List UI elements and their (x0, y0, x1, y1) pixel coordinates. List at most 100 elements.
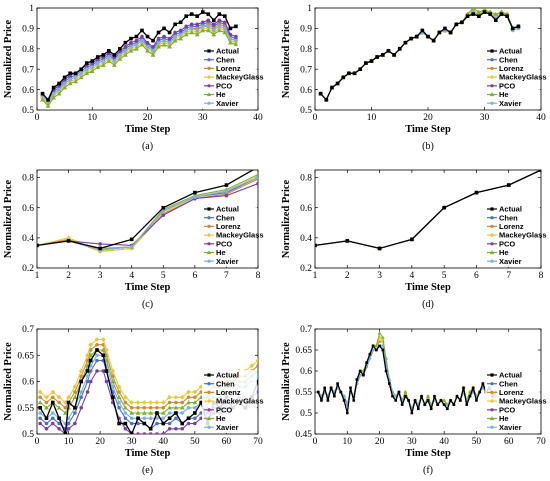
data-point (129, 40, 133, 45)
data-point (44, 421, 49, 426)
data-point (173, 30, 177, 35)
data-point (189, 26, 194, 31)
y-tick-label: 0.6 (22, 378, 34, 388)
x-tick-label: 0 (313, 437, 318, 447)
data-point (63, 410, 68, 415)
legend-marker (207, 49, 211, 53)
data-point (193, 195, 197, 199)
data-point (256, 363, 258, 368)
data-point (465, 14, 470, 18)
y-axis-label: Normalized Price (281, 342, 292, 421)
data-point (79, 67, 83, 71)
data-point (66, 426, 71, 431)
data-point (167, 426, 172, 431)
data-point (167, 44, 172, 49)
data-point (329, 386, 333, 390)
data-point (465, 403, 469, 406)
data-point (161, 421, 166, 426)
data-point (140, 28, 144, 33)
x-axis-label: Time Step (405, 282, 451, 293)
data-point (186, 400, 191, 405)
data-point (173, 22, 177, 27)
data-point (333, 394, 336, 398)
legend-entry: He (216, 90, 226, 99)
data-point (50, 395, 55, 400)
legend-marker (207, 101, 211, 105)
data-point (234, 24, 238, 29)
data-point (442, 205, 446, 210)
panel-caption: (c) (142, 299, 153, 310)
x-tick-label: 60 (504, 437, 514, 447)
series-group (318, 8, 521, 103)
data-point (145, 40, 150, 45)
series-group (40, 10, 239, 108)
legend-entry: Actual (216, 205, 239, 214)
data-point (151, 49, 155, 53)
data-point (417, 407, 420, 411)
x-tick-label: 70 (536, 437, 546, 447)
data-point (98, 242, 102, 246)
data-point (155, 421, 159, 426)
data-point (407, 399, 410, 402)
data-point (123, 405, 128, 410)
data-point (140, 34, 144, 39)
data-point (161, 213, 166, 218)
data-point (104, 347, 109, 353)
data-point (66, 235, 71, 241)
data-point (79, 390, 83, 394)
x-tick-label: 6 (192, 271, 197, 281)
data-point (178, 36, 184, 41)
data-point (79, 395, 83, 400)
legend-entry: Chen (216, 213, 235, 222)
data-point (410, 411, 414, 415)
data-point (326, 399, 330, 402)
data-point (79, 374, 83, 379)
data-point (167, 30, 172, 35)
data-point (38, 395, 42, 400)
legend-marker (490, 390, 494, 394)
data-point (420, 28, 425, 33)
series-he (40, 28, 239, 108)
y-tick-label: 0.8 (22, 174, 34, 184)
data-point (183, 32, 189, 37)
data-point (88, 342, 94, 348)
data-point (362, 373, 365, 377)
data-point (140, 38, 144, 43)
legend-marker (489, 74, 495, 80)
y-tick-label: 0.55 (17, 404, 34, 414)
data-point (217, 12, 222, 16)
legend-entry: Xavier (216, 99, 239, 108)
data-point (172, 38, 178, 43)
data-point (106, 58, 112, 63)
data-point (195, 28, 200, 33)
data-point (468, 394, 472, 398)
x-tick-label: 30 (198, 113, 208, 123)
data-point (341, 75, 346, 80)
data-point (167, 421, 172, 426)
data-point (222, 30, 228, 35)
y-tick-label: 0.8 (22, 45, 34, 55)
legend-entry: Lorenz (499, 388, 524, 397)
data-point (50, 389, 56, 395)
legend-entry: PCO (499, 239, 515, 248)
data-point (129, 432, 134, 434)
legend-entry: He (499, 248, 509, 257)
x-tick-label: 7 (506, 271, 511, 281)
data-point (85, 390, 90, 394)
data-point (323, 386, 326, 390)
data-point (167, 416, 172, 421)
data-point (123, 400, 128, 405)
data-point (193, 416, 197, 421)
y-tick-label: 0.8 (300, 45, 312, 55)
data-point (88, 352, 94, 358)
data-point (73, 411, 77, 415)
data-point (123, 421, 128, 426)
legend-marker (490, 66, 494, 70)
data-point (95, 348, 99, 352)
data-point (186, 395, 191, 400)
panel-caption: (a) (142, 141, 153, 152)
data-point (365, 361, 368, 364)
data-point (409, 36, 413, 41)
x-tick-label: 3 (377, 271, 382, 281)
